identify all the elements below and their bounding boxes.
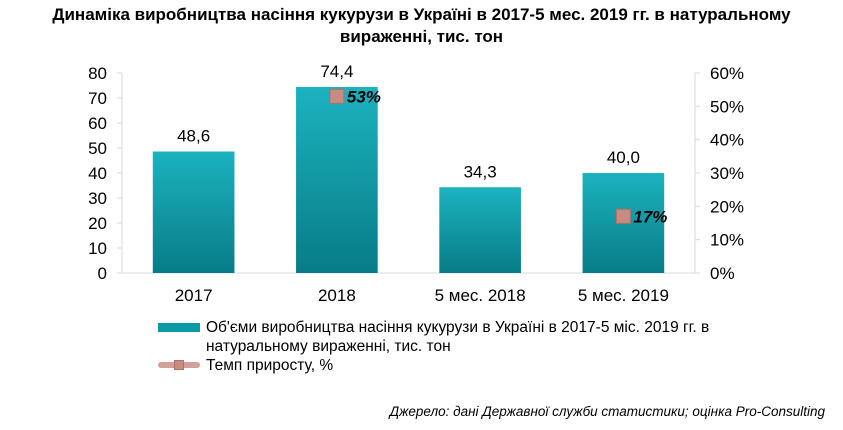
y-tick-label: 40 — [88, 164, 107, 183]
chart-title: Динаміка виробництва насіння кукурузи в … — [0, 4, 843, 48]
y-tick-label: 0 — [98, 264, 107, 283]
x-tick-label: 2018 — [318, 286, 356, 305]
y2-tick-label: 40% — [710, 131, 744, 150]
bar — [296, 87, 378, 273]
bar-data-label: 40,0 — [607, 148, 640, 167]
x-tick-label: 2017 — [175, 286, 213, 305]
x-tick-label: 5 мес. 2019 — [578, 286, 669, 305]
y2-tick-label: 50% — [710, 97, 744, 116]
source-note: Джерело: дані Державної служби статистик… — [389, 404, 825, 419]
y-tick-label: 50 — [88, 139, 107, 158]
legend-item-volume: Об'єми виробництва насіння кукурузи в Ук… — [158, 318, 718, 356]
y2-tick-label: 60% — [710, 64, 744, 83]
y2-tick-label: 30% — [710, 164, 744, 183]
y-tick-label: 80 — [88, 64, 107, 83]
y2-tick-label: 0% — [710, 264, 735, 283]
chart-legend: Об'єми виробництва насіння кукурузи в Ук… — [158, 318, 718, 375]
bar-data-label: 48,6 — [177, 127, 210, 146]
chart-title-line-2: вираженні, тис. тон — [339, 27, 504, 46]
legend-bar-swatch — [158, 323, 200, 332]
y2-tick-label: 20% — [710, 197, 744, 216]
bar-data-label: 34,3 — [464, 162, 497, 181]
bar — [152, 151, 235, 273]
y-tick-label: 30 — [88, 189, 107, 208]
bar-data-label: 74,4 — [320, 62, 353, 81]
bar — [439, 187, 521, 273]
legend-label-growth: Темп приросту, % — [206, 357, 334, 374]
y-tick-label: 70 — [88, 89, 107, 108]
y-tick-label: 60 — [88, 114, 107, 133]
chart-title-line-1: Динаміка виробництва насіння кукурузи в … — [52, 5, 791, 24]
y2-tick-label: 10% — [710, 231, 744, 250]
legend-item-growth: Темп приросту, % — [158, 356, 718, 375]
legend-label-volume: Об'єми виробництва насіння кукурузи в Ук… — [206, 319, 710, 355]
x-tick-label: 5 мес. 2018 — [435, 286, 526, 305]
y-tick-label: 10 — [88, 239, 107, 258]
growth-marker — [329, 88, 345, 104]
y-tick-label: 20 — [88, 214, 107, 233]
growth-data-label: 53% — [347, 87, 381, 106]
chart-plot: 0 10 20 30 40 50 60 70 80 0% 10% 20% 30% 40% 50% 60% 201… — [88, 62, 744, 305]
legend-marker-swatch — [174, 360, 184, 370]
growth-marker — [615, 208, 631, 224]
growth-data-label: 17% — [633, 207, 667, 226]
